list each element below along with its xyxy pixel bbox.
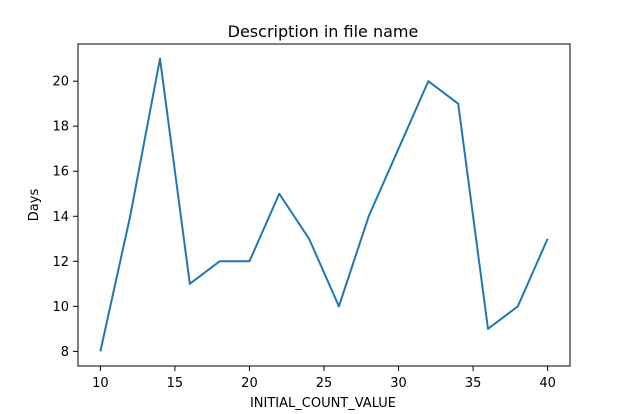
- y-tick-label: 14: [52, 210, 69, 225]
- x-tick-label: 40: [539, 376, 556, 391]
- y-axis-label: Days: [27, 189, 42, 222]
- x-tick-label: 10: [92, 376, 109, 391]
- plot-lines: [99, 57, 549, 352]
- y-tick-label: 16: [52, 165, 69, 180]
- x-tick-label: 20: [241, 376, 258, 391]
- x-tick-label: 35: [465, 376, 482, 391]
- y-tick-label: 8: [61, 345, 69, 360]
- x-tick-label: 15: [167, 376, 184, 391]
- y-axis: 8 10 12 14 16 18 20: [52, 75, 78, 360]
- series-line: [99, 57, 549, 352]
- x-tick-label: 25: [316, 376, 333, 391]
- chart-title: Description in file name: [228, 22, 419, 41]
- x-axis-label: INITIAL_COUNT_VALUE: [250, 396, 396, 411]
- y-tick-label: 12: [52, 255, 69, 270]
- plot-frame: [77, 43, 571, 367]
- y-tick-label: 20: [52, 75, 69, 90]
- y-tick-label: 10: [52, 300, 69, 315]
- y-tick-label: 18: [52, 120, 69, 135]
- x-tick-label: 30: [390, 376, 407, 391]
- x-axis: 10 15 20 25 30 35 40: [92, 366, 556, 391]
